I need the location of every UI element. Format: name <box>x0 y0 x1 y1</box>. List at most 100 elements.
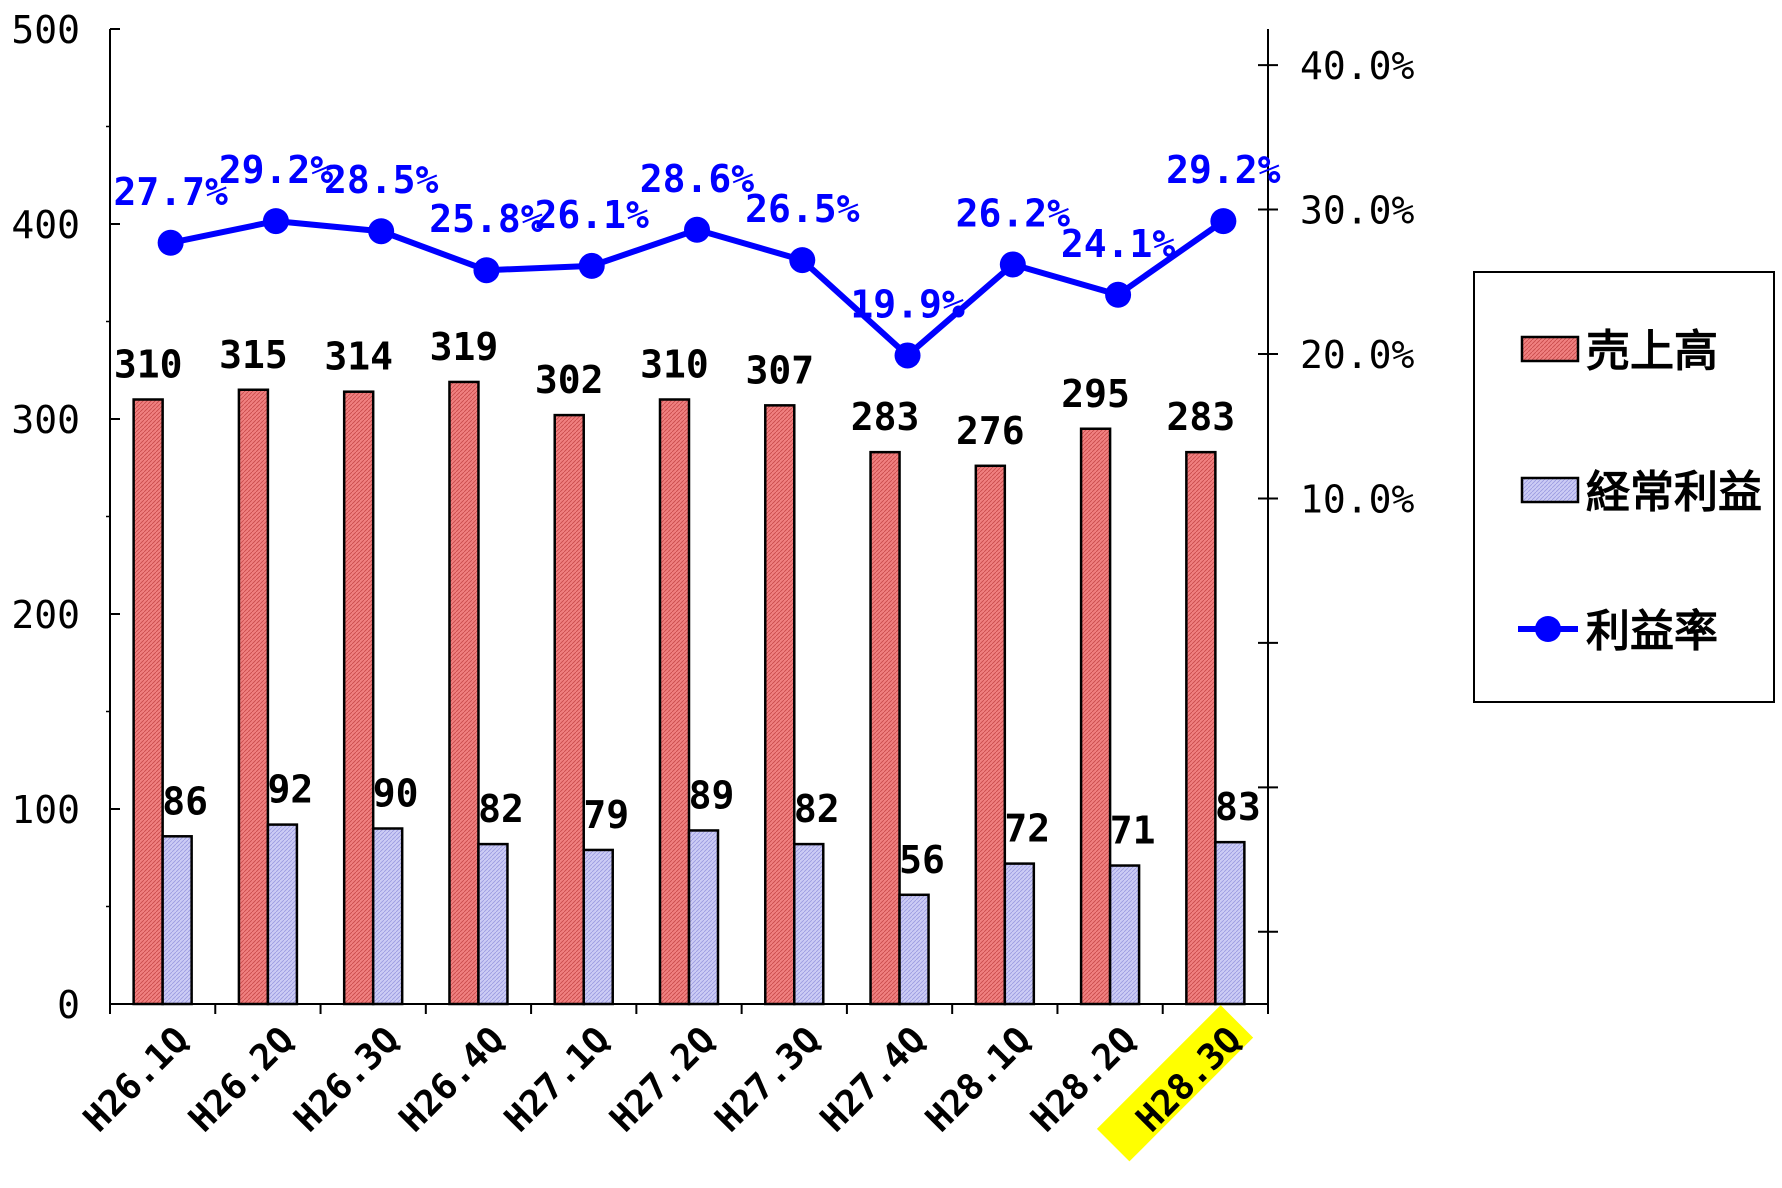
x-tick-label: H27.1Q <box>497 1019 618 1140</box>
rate-point <box>1105 281 1132 308</box>
y-left-tick-label: 0 <box>57 983 80 1027</box>
bar-sales <box>132 398 164 1006</box>
bar-sales <box>448 380 480 1006</box>
bar-sales-label: 310 <box>114 343 183 387</box>
x-tick-label-group: H27.2Q <box>602 1019 723 1140</box>
bar-profit-label: 56 <box>899 838 945 882</box>
rate-label: 29.2% <box>219 148 334 192</box>
bar-sales-label: 283 <box>1167 395 1236 439</box>
rate-point <box>473 257 500 284</box>
x-tick-label-group: H28.1Q <box>918 1019 1039 1140</box>
bar-profit-label: 72 <box>1004 807 1050 851</box>
x-tick-label: H27.3Q <box>708 1019 829 1140</box>
bar-sales <box>1185 450 1217 1006</box>
bar-sales-label: 276 <box>956 409 1025 453</box>
bar-profit <box>898 893 930 1006</box>
y-right-tick-label: 20.0% <box>1300 333 1415 377</box>
y-right-tick-label: 30.0% <box>1300 189 1415 233</box>
rate-point <box>368 218 395 245</box>
bar-profit-label: 82 <box>794 787 840 831</box>
rate-label: 28.6% <box>640 157 755 201</box>
bar-profit <box>161 835 193 1006</box>
x-tick-label: H26.4Q <box>392 1019 513 1140</box>
bar-sales <box>974 464 1007 1006</box>
highlight-badge <box>1096 1005 1254 1162</box>
line-layer <box>157 208 1237 369</box>
legend-marker <box>1535 616 1561 642</box>
bar-sales <box>1079 427 1112 1006</box>
bar-profit-label: 89 <box>689 773 735 817</box>
rate-label: 25.8% <box>429 197 544 241</box>
legend-label: 売上高 <box>1586 326 1718 377</box>
bar-profit <box>477 842 509 1006</box>
bar-sales <box>553 413 585 1006</box>
rate-label: 26.2% <box>956 191 1071 235</box>
bar-sales-label: 310 <box>640 343 709 387</box>
bar-profit <box>266 823 299 1006</box>
x-tick-label-group: H27.1Q <box>497 1019 618 1140</box>
rate-label: 26.1% <box>535 193 650 237</box>
x-tick-label: H28.1Q <box>918 1019 1039 1140</box>
bar-profit-label: 86 <box>162 779 208 823</box>
rate-point <box>578 252 605 279</box>
y-right-tick-label: 40.0% <box>1300 44 1415 88</box>
x-tick-label-group: H26.2Q <box>181 1019 302 1140</box>
x-tick-label: H26.1Q <box>76 1019 197 1140</box>
y-left-tick-label: 200 <box>11 593 80 637</box>
bar-sales-label: 302 <box>535 358 604 402</box>
rate-point <box>894 342 921 369</box>
rate-label: 19.9% <box>850 282 965 326</box>
x-tick-label-group: H26.4Q <box>392 1019 513 1140</box>
bar-profit <box>1003 862 1036 1006</box>
bar-profit <box>687 829 720 1006</box>
bar-profit-label: 79 <box>583 793 629 837</box>
rate-point <box>262 208 289 235</box>
bar-sales <box>237 388 270 1006</box>
bar-sales-label: 283 <box>851 395 920 439</box>
bar-sales <box>869 450 901 1006</box>
rate-label: 29.2% <box>1166 148 1281 192</box>
bars-layer <box>132 380 1246 1006</box>
rate-point <box>789 247 816 274</box>
rate-point <box>999 251 1026 278</box>
rate-label: 28.5% <box>324 158 439 202</box>
bar-profit-label: 82 <box>478 787 524 831</box>
x-tick-label-group: H27.3Q <box>708 1019 829 1140</box>
x-tick-label-group: H27.4Q <box>813 1019 934 1140</box>
bar-sales-label: 315 <box>219 333 288 377</box>
bar-sales <box>342 390 375 1006</box>
y-left-tick-label: 100 <box>11 788 80 832</box>
bar-sales <box>658 398 691 1006</box>
labels-layer: 310 86 315 92 314 90 319 82 302 79 310 89 307 82 283 56… <box>113 148 1280 882</box>
rate-label: 24.1% <box>1061 222 1176 266</box>
y-left-tick-label: 400 <box>11 203 80 247</box>
bar-sales <box>764 404 796 1006</box>
x-tick-label-group: H26.3Q <box>286 1019 407 1140</box>
legend-label: 利益率 <box>1586 606 1718 657</box>
bar-sales-label: 314 <box>324 335 393 379</box>
rate-point <box>684 216 710 243</box>
bar-profit <box>582 848 614 1006</box>
bar-profit <box>793 842 825 1006</box>
rate-point <box>157 229 184 256</box>
x-tick-label: H26.2Q <box>181 1019 302 1140</box>
rate-point <box>1210 208 1237 235</box>
legend-swatch <box>1520 476 1580 504</box>
x-tick-label-group: H26.1Q <box>76 1019 197 1140</box>
legend-label: 経常利益 <box>1586 467 1762 518</box>
y-right-tick-label: 10.0% <box>1300 477 1415 521</box>
bar-profit <box>1108 864 1141 1006</box>
rate-label: 27.7% <box>113 170 228 214</box>
bar-profit <box>1214 840 1246 1006</box>
x-tick-label: H27.2Q <box>602 1019 723 1140</box>
legend-swatch <box>1520 335 1580 363</box>
bar-profit-label: 83 <box>1215 785 1261 829</box>
bar-sales-label: 295 <box>1061 372 1130 416</box>
bar-profit-label: 92 <box>268 768 314 812</box>
y-left-tick-label: 500 <box>11 8 80 52</box>
bar-profit-label: 90 <box>373 772 419 816</box>
y-left-tick-label: 300 <box>11 398 80 442</box>
bar-sales-label: 307 <box>745 348 814 392</box>
